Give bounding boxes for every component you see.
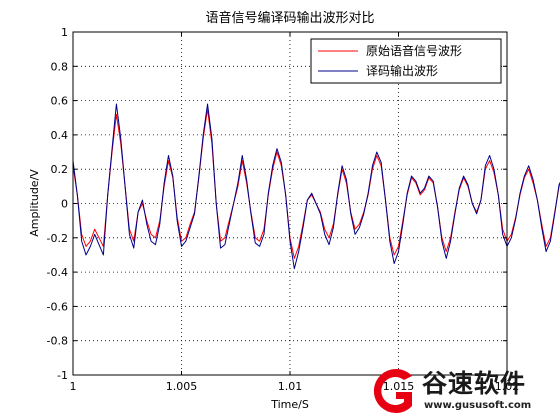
y-tick-label: -0.8	[47, 335, 68, 348]
watermark-brand: 谷速软件	[422, 369, 527, 398]
watermark-url: www.gususoft.com	[424, 400, 532, 411]
y-tick-label: -0.4	[47, 266, 68, 279]
y-tick-labels: -1 -0.8 -0.6 -0.4 -0.2 0 0.2 0.4 0.6 0.8 1	[47, 26, 68, 382]
y-axis-label: Amplitude/V	[28, 169, 41, 237]
x-axis-label: Time/S	[270, 398, 309, 411]
x-tick-label: 1.015	[383, 380, 415, 393]
y-tick-label: 0.2	[51, 163, 69, 176]
series-line-decoded	[72, 103, 560, 270]
y-tick-label: -1	[57, 369, 68, 382]
legend-box	[310, 38, 502, 84]
legend-label-original: 原始语音信号波形	[366, 43, 462, 58]
y-tick-label: 0.8	[51, 60, 69, 73]
y-tick-label: -0.2	[47, 232, 68, 245]
y-tick-label: 0.4	[51, 129, 69, 142]
series-layer	[72, 103, 560, 270]
axis-ticks	[72, 31, 508, 376]
watermark: 谷速软件 www.gususoft.com	[362, 362, 560, 420]
legend-label-decoded: 译码输出波形	[366, 63, 438, 78]
chart-title: 语音信号编译码输出波形对比	[205, 10, 374, 26]
x-tick-label: 1.01	[278, 380, 303, 393]
x-tick-label: 1.02	[495, 380, 520, 393]
y-tick-label: 0.6	[51, 95, 69, 108]
x-tick-label: 1	[70, 380, 77, 393]
y-tick-label: 1	[61, 26, 68, 39]
plot-area	[72, 31, 560, 376]
x-tick-labels: 1 1.005 1.01 1.015 1.02	[70, 380, 520, 393]
y-tick-label: -0.6	[47, 300, 68, 313]
x-tick-label: 1.005	[166, 380, 198, 393]
y-tick-label: 0	[61, 198, 68, 211]
watermark-logo	[373, 369, 412, 413]
legend: 原始语音信号波形 译码输出波形	[310, 38, 502, 84]
